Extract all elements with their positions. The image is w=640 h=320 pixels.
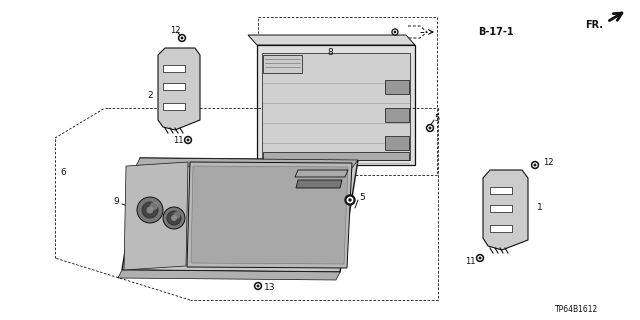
Text: 1: 1	[537, 204, 543, 212]
Text: 11: 11	[465, 258, 476, 267]
Circle shape	[184, 137, 191, 143]
Circle shape	[345, 195, 355, 205]
Circle shape	[531, 162, 538, 169]
Circle shape	[394, 30, 397, 34]
Bar	[163, 83, 185, 90]
Circle shape	[137, 197, 163, 223]
Text: 7: 7	[219, 190, 225, 199]
Circle shape	[428, 126, 432, 130]
Text: 5: 5	[435, 114, 440, 123]
Bar	[263, 152, 409, 160]
Bar	[385, 80, 409, 94]
Circle shape	[173, 212, 180, 219]
Circle shape	[167, 211, 181, 225]
Circle shape	[348, 197, 353, 203]
Text: FR.: FR.	[585, 20, 603, 30]
Circle shape	[180, 36, 184, 40]
Polygon shape	[248, 35, 415, 45]
Circle shape	[392, 29, 398, 35]
Bar	[385, 108, 409, 122]
Circle shape	[186, 138, 190, 142]
Text: B-17-1: B-17-1	[478, 27, 514, 37]
Circle shape	[188, 139, 189, 141]
Circle shape	[479, 257, 481, 259]
Polygon shape	[136, 158, 358, 168]
Circle shape	[257, 285, 259, 287]
Polygon shape	[296, 180, 342, 188]
Text: TP64B1612: TP64B1612	[555, 306, 598, 315]
Circle shape	[426, 124, 433, 132]
Text: 13: 13	[264, 284, 276, 292]
Text: 2: 2	[147, 91, 153, 100]
Text: 12: 12	[170, 26, 180, 35]
Circle shape	[429, 127, 431, 129]
Polygon shape	[118, 270, 340, 280]
Polygon shape	[483, 170, 528, 250]
Polygon shape	[187, 162, 352, 268]
Text: 9: 9	[113, 197, 119, 206]
Polygon shape	[158, 48, 200, 130]
Circle shape	[256, 284, 260, 288]
Bar	[163, 103, 185, 110]
Circle shape	[181, 37, 182, 39]
Circle shape	[142, 202, 158, 218]
Polygon shape	[124, 162, 188, 270]
Circle shape	[150, 202, 158, 210]
Polygon shape	[191, 166, 348, 264]
Text: 10: 10	[147, 223, 157, 233]
Text: 4: 4	[284, 180, 290, 189]
Polygon shape	[263, 55, 302, 73]
Text: 11: 11	[173, 135, 183, 145]
Bar	[490, 187, 512, 194]
Circle shape	[163, 207, 185, 229]
Circle shape	[172, 215, 177, 220]
Circle shape	[533, 163, 537, 167]
Circle shape	[147, 207, 153, 213]
Circle shape	[477, 254, 483, 261]
Bar	[163, 65, 185, 72]
Bar	[490, 205, 512, 212]
Circle shape	[349, 199, 351, 201]
Polygon shape	[122, 158, 358, 272]
Circle shape	[478, 256, 482, 260]
Polygon shape	[295, 170, 348, 177]
Text: 5: 5	[359, 194, 365, 203]
Circle shape	[534, 164, 536, 166]
Circle shape	[179, 35, 186, 42]
Bar	[490, 225, 512, 232]
Polygon shape	[262, 53, 410, 160]
Text: 3: 3	[287, 163, 293, 172]
Text: 8: 8	[327, 47, 333, 57]
Circle shape	[394, 31, 396, 33]
Bar	[385, 136, 409, 150]
Text: 12: 12	[543, 157, 553, 166]
Text: 6: 6	[60, 167, 66, 177]
Circle shape	[255, 283, 262, 290]
Polygon shape	[257, 45, 415, 165]
